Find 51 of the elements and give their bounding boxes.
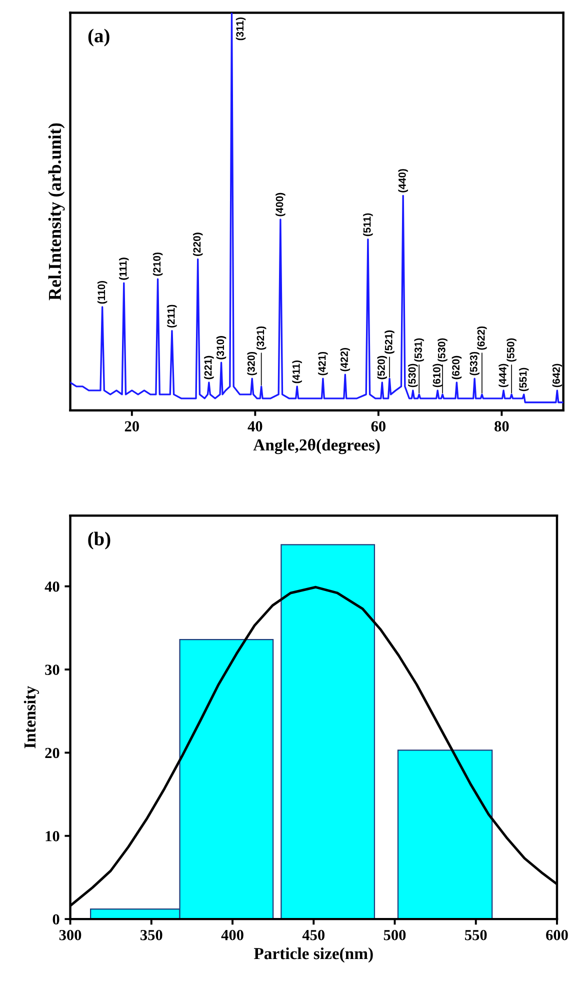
annotation: (321): [256, 326, 266, 350]
annotation: (550): [506, 338, 516, 362]
annotation: (a): [88, 28, 110, 46]
x-tick-label: 300: [59, 930, 82, 940]
x-tick-label: 20: [124, 421, 139, 432]
annotation: (533): [470, 352, 480, 376]
annotation: (221): [204, 356, 214, 380]
annotation: (642): [552, 364, 562, 388]
y-axis-title: Intensity: [24, 686, 40, 748]
x-tick-label: 40: [248, 421, 262, 432]
annotation: (530): [438, 338, 448, 362]
x-tick-label: 450: [302, 930, 325, 940]
annotation: (511): [363, 213, 373, 236]
annotation: (422): [340, 348, 350, 372]
x-tick-label: 550: [465, 930, 487, 940]
x-tick-label: 600: [546, 930, 568, 940]
y-tick-label: 40: [44, 581, 60, 592]
annotation: (220): [192, 232, 203, 256]
annotation: (110): [97, 280, 108, 304]
annotation: (311): [236, 17, 246, 40]
annotation: (b): [88, 532, 110, 550]
y-tick-label: 20: [45, 748, 60, 758]
annotation: (411): [292, 360, 302, 384]
annotation: (211): [167, 304, 177, 328]
x-tick-label: 350: [140, 930, 162, 940]
annotation: (530): [408, 364, 418, 388]
annotation: (551): [519, 368, 529, 392]
x-tick-label: 500: [384, 930, 406, 940]
annotation: (531): [414, 338, 424, 362]
annotation: (620): [452, 356, 462, 380]
annotation: (622): [477, 326, 487, 350]
annotation: (521): [384, 330, 394, 354]
y-axis-title: Rel.Intensity (arb.unit): [48, 123, 65, 300]
y-tick-label: 0: [52, 914, 60, 925]
x-axis-title: Particle size(nm): [254, 947, 373, 963]
annotation: (320): [247, 352, 257, 376]
x-axis-title: Angle,2θ(degrees): [253, 438, 380, 454]
annotation: (440): [398, 169, 408, 192]
annotation: (111): [119, 258, 129, 280]
y-tick-label: 30: [45, 664, 60, 675]
annotation: (210): [152, 252, 163, 276]
annotation: (610): [432, 364, 442, 388]
annotation: (444): [498, 364, 508, 388]
x-tick-label: 80: [494, 421, 509, 432]
annotation: (520): [377, 356, 387, 380]
annotation: (421): [318, 352, 328, 376]
x-tick-label: 400: [221, 930, 244, 940]
annotation: (310): [216, 336, 226, 360]
x-tick-label: 60: [371, 421, 386, 432]
y-tick-label: 10: [46, 831, 60, 842]
annotation: (400): [276, 192, 286, 216]
